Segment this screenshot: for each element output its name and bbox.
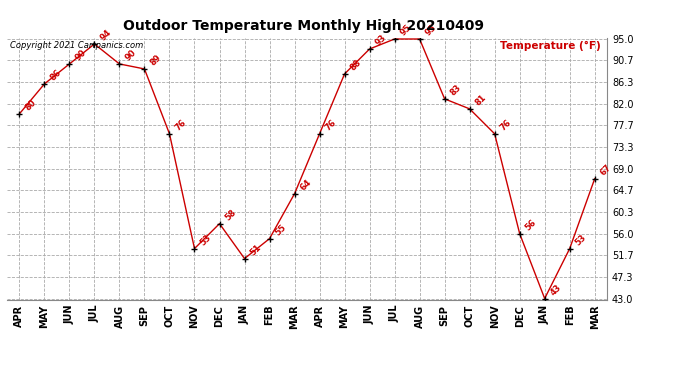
Text: Temperature (°F): Temperature (°F) <box>500 41 600 51</box>
Text: 43: 43 <box>549 282 564 297</box>
Text: 58: 58 <box>224 208 238 222</box>
Text: 51: 51 <box>248 243 264 257</box>
Text: 93: 93 <box>374 33 388 48</box>
Text: 76: 76 <box>174 118 188 132</box>
Text: Outdoor Temperature Monthly High 20210409: Outdoor Temperature Monthly High 2021040… <box>123 19 484 33</box>
Text: 53: 53 <box>199 232 213 247</box>
Text: 83: 83 <box>448 83 463 98</box>
Text: 76: 76 <box>499 118 513 132</box>
Text: 55: 55 <box>274 222 288 237</box>
Text: 80: 80 <box>23 98 38 112</box>
Text: 81: 81 <box>474 93 489 108</box>
Text: 95: 95 <box>424 23 438 38</box>
Text: 67: 67 <box>599 163 613 177</box>
Text: 94: 94 <box>99 28 113 43</box>
Text: Copyright 2021 Cartpanics.com: Copyright 2021 Cartpanics.com <box>10 41 144 50</box>
Text: 76: 76 <box>324 118 338 132</box>
Text: 56: 56 <box>524 217 538 232</box>
Text: 64: 64 <box>299 178 313 192</box>
Text: 86: 86 <box>48 68 63 82</box>
Text: 90: 90 <box>74 48 88 63</box>
Text: 89: 89 <box>148 53 163 68</box>
Text: 95: 95 <box>399 23 413 38</box>
Text: 53: 53 <box>574 232 589 247</box>
Text: 88: 88 <box>348 58 363 72</box>
Text: 90: 90 <box>124 48 138 63</box>
